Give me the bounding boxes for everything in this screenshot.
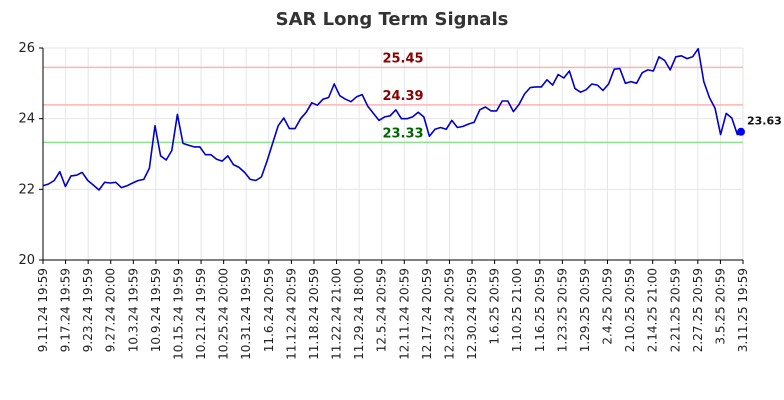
last-point-marker [737, 127, 745, 136]
x-tick-label: 10.25.24 20:00 [217, 268, 231, 360]
reference-lines [43, 66, 743, 144]
x-tick-label: 10.31.24 19:59 [239, 268, 253, 360]
x-tick-label: 12.23.24 20:59 [442, 268, 456, 360]
reference-label: 25.45 [382, 51, 423, 66]
x-tick-label: 1.16.25 20:59 [533, 268, 547, 352]
x-tick-label: 9.27.24 20:00 [104, 268, 118, 352]
x-tick-label: 11.22.24 21:00 [330, 268, 344, 360]
x-tick-label: 2.14.25 21:00 [646, 268, 660, 352]
x-tick-label: 12.5.24 20:59 [375, 268, 389, 352]
last-point-group: 23.63 [737, 115, 782, 136]
y-tick-label: 26 [18, 41, 35, 56]
reference-label: 23.33 [382, 126, 423, 141]
x-tick-label: 11.18.24 20:59 [307, 268, 321, 360]
grid [42, 47, 744, 261]
x-tick-label: 3.5.25 20:59 [713, 268, 727, 345]
x-tick-label: 10.3.24 19:59 [126, 268, 140, 352]
x-tick-label: 9.11.24 19:59 [36, 268, 50, 352]
x-axis-ticks: 9.11.24 19:59 9.17.24 19:59 9.23.24 19:59 9… [36, 260, 750, 360]
x-tick-label: 10.15.24 19:59 [171, 268, 185, 360]
x-tick-label: 2.27.25 20:59 [691, 268, 705, 352]
x-tick-label: 11.29.24 18:00 [352, 268, 366, 360]
x-tick-label: 11.6.24 20:59 [262, 268, 276, 352]
y-axis-ticks: 20 22 24 26 [18, 41, 43, 268]
reference-labels: 25.45 24.39 23.33 [382, 51, 423, 141]
x-tick-label: 1.29.25 20:59 [578, 268, 592, 352]
x-tick-label: 9.17.24 19:59 [59, 268, 73, 352]
last-point-label: 23.63 [747, 115, 782, 128]
chart-title: SAR Long Term Signals [276, 9, 509, 30]
series-layer [42, 47, 744, 191]
x-tick-label: 10.9.24 19:59 [149, 268, 163, 352]
reference-label: 24.39 [382, 89, 423, 104]
x-tick-label: 1.6.25 20:59 [488, 268, 502, 345]
y-tick-label: 22 [18, 182, 35, 197]
y-tick-label: 20 [18, 253, 35, 268]
x-tick-label: 3.11.25 19:59 [736, 268, 750, 352]
y-tick-label: 24 [18, 112, 35, 127]
x-tick-label: 11.12.24 20:59 [284, 268, 298, 360]
x-tick-label: 2.21.25 20:59 [668, 268, 682, 352]
axes [42, 48, 743, 261]
x-tick-label: 9.23.24 19:59 [81, 268, 95, 352]
x-tick-label: 12.11.24 20:59 [397, 268, 411, 360]
x-tick-label: 12.17.24 20:59 [420, 268, 434, 360]
x-tick-label: 2.10.25 20:59 [623, 268, 637, 352]
x-tick-label: 1.23.25 20:59 [555, 268, 569, 352]
series-line [42, 47, 744, 191]
x-tick-label: 2.4.25 20:59 [601, 268, 615, 345]
x-tick-label: 10.21.24 19:59 [194, 268, 208, 360]
x-tick-label: 1.10.25 21:00 [510, 268, 524, 352]
x-tick-label: 12.30.24 20:59 [465, 268, 479, 360]
